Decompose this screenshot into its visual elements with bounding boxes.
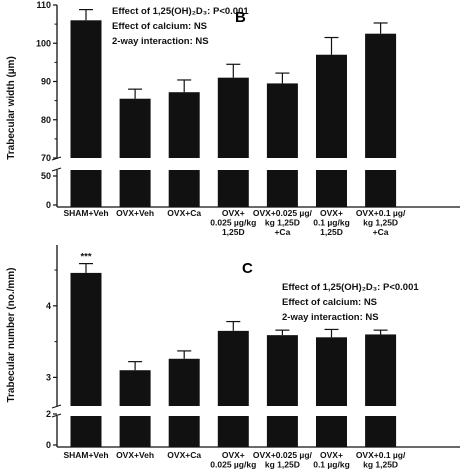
y-tick-label: 50: [41, 171, 51, 181]
bar-upper: [266, 335, 298, 406]
y-axis-label: Trabecular width (µm): [6, 56, 17, 160]
bar-upper: [316, 54, 347, 158]
bar-upper: [119, 98, 151, 158]
panel-c-trabecular-number: 3 4 0 2 Trabecular number (no./mm) C Effect of…: [6, 245, 460, 470]
x-category-label: +Ca: [274, 227, 290, 237]
bar-upper: [168, 92, 200, 158]
bar-lower: [119, 170, 151, 207]
x-category-label: kg 1,25D: [265, 218, 300, 228]
bar-upper: [168, 358, 200, 406]
x-category-label: OVX+: [222, 208, 245, 218]
y-tick-label: 110: [36, 0, 51, 10]
bar-lower: [316, 416, 347, 447]
y-tick-label: 70: [41, 153, 51, 163]
x-category-label: OVX+Ca: [167, 450, 201, 460]
x-category-label: kg 1,25D: [363, 218, 398, 228]
annotation-text: 2-way interaction: NS: [112, 36, 209, 47]
x-category-label: 0.1 µg/kg: [313, 460, 350, 470]
x-category-label: 1,25D: [320, 227, 343, 237]
annotation-text: Effect of calcium: NS: [282, 297, 377, 308]
bar-lower: [119, 416, 151, 447]
x-category-label: OVX+0.025 µg/: [253, 450, 313, 460]
x-category-label: OVX+: [222, 450, 245, 460]
panel-label: B: [235, 9, 246, 26]
x-category-label: kg 1,25D: [363, 460, 398, 470]
bar-lower: [217, 170, 249, 207]
bar-lower: [266, 170, 298, 207]
bar-lower: [365, 416, 397, 447]
x-category-label: OVX+: [320, 208, 343, 218]
y-tick-label: 90: [41, 77, 51, 87]
x-category-label: OVX+0.1 µg/: [356, 450, 406, 460]
x-category-label: OVX+Ca: [167, 208, 201, 218]
bar-lower: [365, 170, 397, 207]
x-category-label: OVX+Veh: [116, 450, 154, 460]
bar-lower: [70, 170, 102, 207]
bar-lower: [70, 416, 102, 447]
x-category-label: OVX+Veh: [116, 208, 154, 218]
axis-break-mark: [51, 167, 62, 172]
y-tick-label: 0: [46, 440, 51, 450]
y-tick-label: 3: [46, 372, 51, 382]
y-tick-label: 2: [46, 409, 51, 419]
x-category-label: OVX+0.1 µg/: [356, 208, 406, 218]
x-category-label: 1,25D: [222, 227, 245, 237]
annotation-text: Effect of 1,25(OH)₂D₃: P<0.001: [112, 6, 249, 17]
panel-label: C: [242, 260, 253, 277]
bar-upper: [266, 83, 298, 158]
bar-upper: [217, 77, 249, 158]
bar-lower: [168, 170, 200, 207]
annotation-text: Effect of calcium: NS: [112, 21, 207, 32]
x-category-label: SHAM+Veh: [63, 450, 108, 460]
bar-upper: [365, 334, 397, 406]
axis-break-mark: [51, 413, 62, 418]
bar-upper: [217, 330, 249, 406]
axis-break-mark: [51, 404, 62, 409]
x-category-label: SHAM+Veh: [63, 208, 108, 218]
bar-upper: [316, 337, 347, 406]
x-category-label: +Ca: [373, 227, 389, 237]
bar-upper: [365, 33, 397, 158]
bar-lower: [168, 416, 200, 447]
bar-upper: [70, 272, 102, 406]
y-axis-label: Trabecular number (no./mm): [6, 267, 17, 402]
x-category-label: OVX+0.025 µg/: [253, 208, 313, 218]
significance-marker: ***: [80, 252, 91, 263]
x-category-label: kg 1,25D: [265, 460, 300, 470]
x-category-label: OVX+: [320, 450, 343, 460]
y-tick-label: 100: [36, 38, 51, 48]
x-category-label: 0.1 µg/kg: [313, 218, 350, 228]
annotation-text: Effect of 1,25(OH)₂D₃: P<0.001: [282, 282, 419, 293]
bar-upper: [70, 20, 102, 158]
bar-lower: [266, 416, 298, 447]
x-category-label: 0.025 µg/kg: [210, 218, 256, 228]
bar-lower: [217, 416, 249, 447]
y-tick-label: 80: [41, 115, 51, 125]
y-tick-label: 0: [46, 200, 51, 210]
y-tick-label: 4: [46, 301, 51, 311]
annotation-text: 2-way interaction: NS: [282, 312, 379, 323]
bar-lower: [316, 170, 347, 207]
bar-upper: [119, 370, 151, 406]
x-category-label: 0.025 µg/kg: [210, 460, 256, 470]
